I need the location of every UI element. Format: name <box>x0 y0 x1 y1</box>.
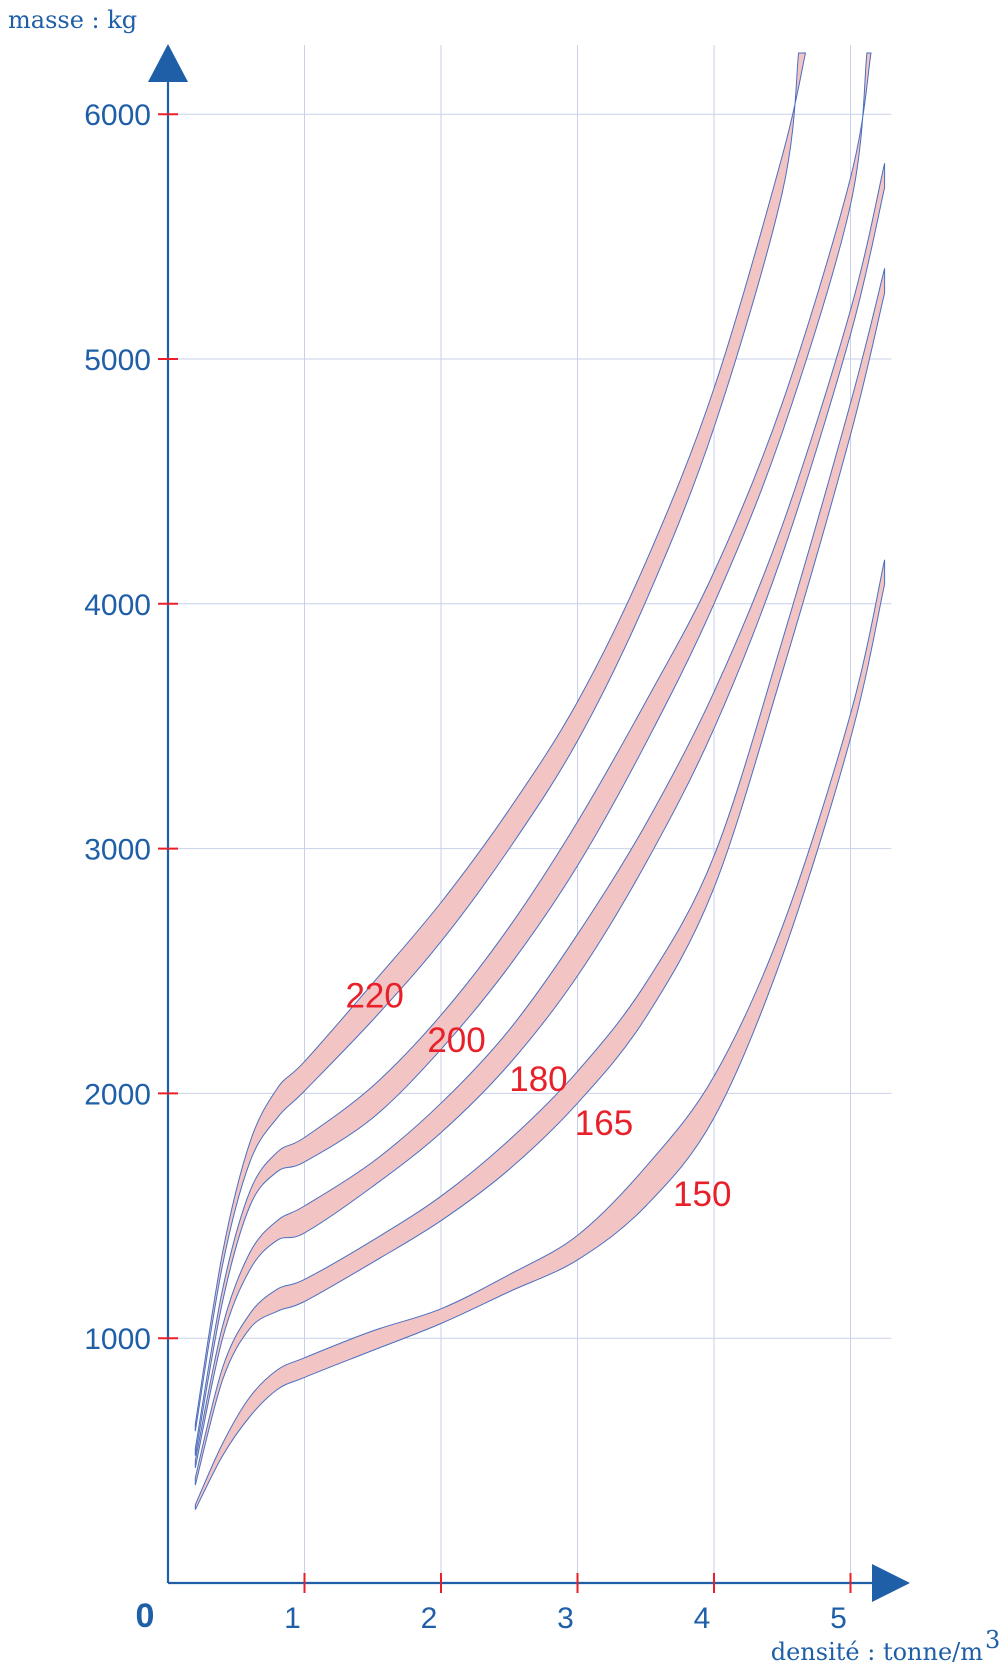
y-tick-label: 1000 <box>84 1323 151 1356</box>
x-axis-title: densité : tonne/m <box>771 1638 984 1664</box>
y-tick-label: 2000 <box>84 1078 151 1111</box>
band-165 <box>194 268 886 1486</box>
band-200 <box>194 52 872 1456</box>
y-tick-label: 5000 <box>84 344 151 377</box>
grid <box>168 45 892 1583</box>
y-tick-label: 3000 <box>84 834 151 867</box>
y-axis-arrow <box>148 44 188 82</box>
x-tick-label: 3 <box>557 1602 574 1635</box>
band-label-220: 220 <box>345 977 403 1016</box>
y-tick-label: 6000 <box>84 99 151 132</box>
band-label-180: 180 <box>509 1060 567 1099</box>
band-label-150: 150 <box>673 1175 731 1214</box>
x-tick-label: 1 <box>284 1602 301 1635</box>
axes <box>148 44 910 1602</box>
x-axis-title-superscript: 3 <box>985 1626 1000 1654</box>
y-tick-label: 4000 <box>84 589 151 622</box>
band-220 <box>194 52 807 1432</box>
x-tick-label: 5 <box>830 1602 847 1635</box>
x-axis-arrow <box>872 1564 910 1602</box>
x-tick-label: 2 <box>421 1602 438 1635</box>
band-areas <box>194 52 886 1510</box>
origin-label: 0 <box>136 1597 155 1635</box>
band-150 <box>194 559 886 1510</box>
band-label-200: 200 <box>427 1021 485 1060</box>
y-axis-title: masse : kg <box>8 6 137 34</box>
x-tick-label: 4 <box>694 1602 711 1635</box>
band-180 <box>194 163 886 1469</box>
band-label-165: 165 <box>575 1104 633 1143</box>
